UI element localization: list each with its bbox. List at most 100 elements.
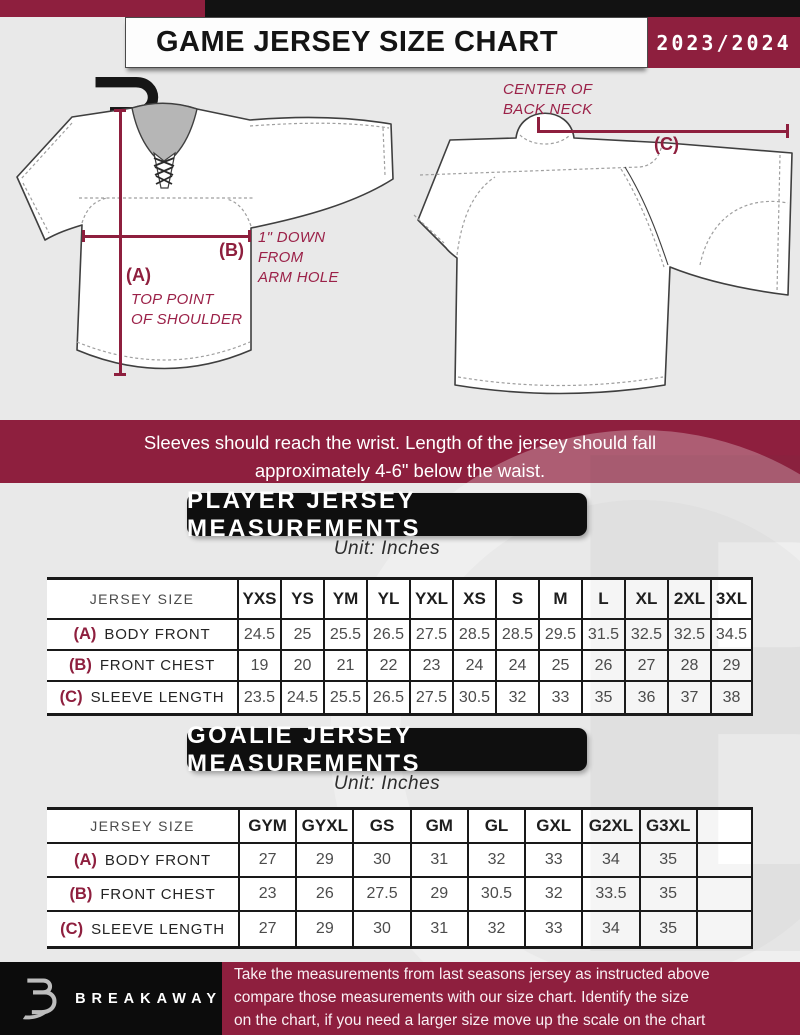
measurement-value: 38	[710, 682, 753, 713]
measurement-value: 32	[466, 844, 524, 876]
measurement-value: 33	[524, 844, 581, 876]
jersey-size-header: JERSEY SIZE	[90, 818, 195, 834]
size-column-header: GS	[352, 810, 409, 842]
measure-line-a-tick-bottom	[114, 373, 126, 376]
measurement-value: 22	[366, 651, 409, 680]
c-note-line1: CENTER OF	[503, 81, 593, 98]
measurement-value: 30.5	[466, 878, 524, 910]
measurement-value: 35	[581, 682, 624, 713]
back-jersey-body	[417, 112, 793, 395]
top-black-stripe	[205, 0, 800, 17]
measurement-value: 24.5	[280, 682, 323, 713]
breakaway-footer-logo-icon	[22, 977, 57, 1019]
front-jersey-diagram	[16, 102, 394, 370]
measurement-value: 24	[452, 651, 495, 680]
measurement-value: 37	[667, 682, 710, 713]
size-column-header: GL	[466, 810, 524, 842]
measure-line-b	[82, 235, 250, 238]
season-badge: 2023/2024	[648, 17, 800, 68]
measurement-value: 29	[295, 912, 352, 946]
size-column-header: GM	[409, 810, 467, 842]
measurement-value: 27	[238, 912, 295, 946]
measurement-value: 25	[280, 620, 323, 649]
brand-name: BREAKAWAY	[75, 990, 222, 1007]
measurement-value: 27.5	[409, 620, 452, 649]
goalie-banner-title: GOALIE JERSEY MEASUREMENTS	[187, 721, 422, 777]
measurement-value: 24.5	[237, 620, 280, 649]
measurement-row: (B) FRONT CHEST 19 20 21 22 23 24 24 25 26 27 28 29	[47, 651, 753, 682]
measurement-value: 35	[638, 878, 696, 910]
goalie-measurements-banner: GOALIE JERSEY MEASUREMENTS	[187, 722, 587, 777]
measurement-value: 28	[667, 651, 710, 680]
measurement-value: 30.5	[452, 682, 495, 713]
size-column-header: 3XL	[710, 580, 753, 618]
footer-line3: on the chart, if you need a larger size …	[234, 1011, 706, 1029]
measurement-name: FRONT CHEST	[100, 885, 216, 903]
measurement-row-label: (C) SLEEVE LENGTH	[47, 912, 238, 946]
player-unit-label: Unit: Inches	[333, 538, 441, 559]
footer-brand-block: BREAKAWAY	[0, 962, 222, 1035]
measurement-value: 26	[581, 651, 624, 680]
measure-line-b-tick-left	[82, 230, 85, 242]
measure-line-c-tick-right	[786, 124, 789, 138]
size-column-header: YS	[280, 580, 323, 618]
measurement-a-note: TOP POINT OF SHOULDER	[131, 290, 242, 330]
measurement-key: (C)	[60, 919, 84, 938]
measurement-key: (B)	[68, 656, 92, 674]
measurement-row-label: (C) SLEEVE LENGTH	[47, 682, 237, 713]
measurement-value: 23	[409, 651, 452, 680]
measurement-key: (C)	[59, 688, 83, 706]
measurement-value: 29	[295, 844, 352, 876]
measurement-value: 28.5	[452, 620, 495, 649]
measurement-row: (B) FRONT CHEST 23 26 27.5 29 30.5 32 33.5 35	[47, 878, 753, 912]
measurement-value: 23	[238, 878, 295, 910]
jersey-size-header: JERSEY SIZE	[89, 591, 195, 607]
measure-line-a-tick-top	[114, 109, 126, 112]
measurement-value: 35	[638, 912, 696, 946]
fit-notice-line2: approximately 4-6" below the waist.	[254, 459, 546, 481]
b-note-line3: ARM HOLE	[258, 268, 339, 286]
collar-laces	[153, 157, 175, 185]
back-neck-note: CENTER OF BACK NECK	[503, 80, 592, 120]
footer-instructions: Take the measurements from last seasons …	[222, 962, 800, 1035]
measurement-value: 25.5	[323, 682, 366, 713]
measurement-value: 26.5	[366, 620, 409, 649]
measurement-value: 31	[409, 912, 467, 946]
footer-line1: Take the measurements from last seasons …	[234, 966, 710, 984]
measurement-key: (B)	[69, 884, 93, 903]
fit-notice-line1: Sleeves should reach the wrist. Length o…	[143, 432, 657, 453]
measurement-value: 34.5	[710, 620, 753, 649]
page-title: GAME JERSEY SIZE CHART	[156, 26, 559, 58]
measurement-value: 26	[295, 878, 352, 910]
measurement-value: 36	[624, 682, 667, 713]
measurement-value: 28.5	[495, 620, 538, 649]
measurement-value	[695, 878, 753, 910]
size-column-header: YM	[323, 580, 366, 618]
measurement-value: 27	[238, 844, 295, 876]
size-column-header: G3XL	[638, 810, 696, 842]
size-column-header: XS	[452, 580, 495, 618]
measurement-value: 27.5	[409, 682, 452, 713]
measurement-value: 32.5	[667, 620, 710, 649]
measurement-row-label: (B) FRONT CHEST	[47, 878, 238, 910]
size-column-header: GXL	[524, 810, 581, 842]
measurement-name: SLEEVE LENGTH	[91, 920, 225, 938]
measurement-value	[695, 912, 753, 946]
player-banner-title: PLAYER JERSEY MEASUREMENTS	[187, 486, 422, 542]
size-column-header: M	[538, 580, 581, 618]
measurement-row: (C) SLEEVE LENGTH 23.5 24.5 25.5 26.5 27.5 30.5…	[47, 682, 753, 713]
c-note-line2: BACK NECK	[503, 100, 593, 118]
measurement-value: 31.5	[581, 620, 624, 649]
table-header-row: JERSEY SIZE YXS YS YM YL YXL XS S M L XL 2XL 3XL	[47, 580, 753, 620]
measure-line-a	[119, 110, 122, 375]
table-header-row: JERSEY SIZE GYM GYXL GS GM GL GXL G2XL G3XL	[47, 810, 753, 844]
measurement-value: 20	[280, 651, 323, 680]
measurement-row-label: (A) BODY FRONT	[47, 620, 237, 649]
measurement-value: 32	[466, 912, 524, 946]
a-note-line1: TOP POINT	[131, 291, 214, 308]
measurement-name: BODY FRONT	[104, 626, 211, 643]
measurement-value: 35	[638, 844, 696, 876]
size-column-header: S	[495, 580, 538, 618]
measurement-value: 25	[538, 651, 581, 680]
